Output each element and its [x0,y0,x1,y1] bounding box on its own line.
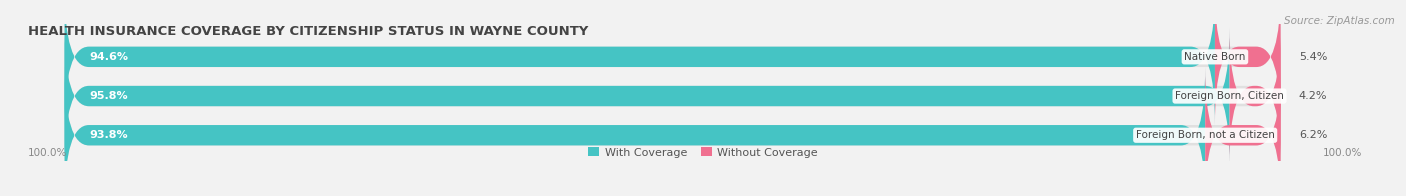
Text: 100.0%: 100.0% [28,148,67,158]
Text: 100.0%: 100.0% [1323,148,1362,158]
Text: 6.2%: 6.2% [1299,130,1327,140]
FancyBboxPatch shape [65,67,1281,196]
FancyBboxPatch shape [65,0,1215,125]
Text: 5.4%: 5.4% [1299,52,1327,62]
FancyBboxPatch shape [65,28,1229,164]
Text: Foreign Born, Citizen: Foreign Born, Citizen [1175,91,1284,101]
Text: 94.6%: 94.6% [89,52,128,62]
FancyBboxPatch shape [65,28,1281,164]
Text: Native Born: Native Born [1184,52,1246,62]
FancyBboxPatch shape [1205,67,1281,196]
FancyBboxPatch shape [65,0,1281,125]
Legend: With Coverage, Without Coverage: With Coverage, Without Coverage [583,143,823,162]
Text: Foreign Born, not a Citizen: Foreign Born, not a Citizen [1136,130,1275,140]
FancyBboxPatch shape [1229,28,1281,164]
Text: 95.8%: 95.8% [89,91,128,101]
Text: 4.2%: 4.2% [1299,91,1327,101]
Text: 93.8%: 93.8% [89,130,128,140]
Text: Source: ZipAtlas.com: Source: ZipAtlas.com [1284,16,1395,26]
Text: HEALTH INSURANCE COVERAGE BY CITIZENSHIP STATUS IN WAYNE COUNTY: HEALTH INSURANCE COVERAGE BY CITIZENSHIP… [28,25,589,38]
FancyBboxPatch shape [1215,0,1281,125]
FancyBboxPatch shape [65,67,1205,196]
